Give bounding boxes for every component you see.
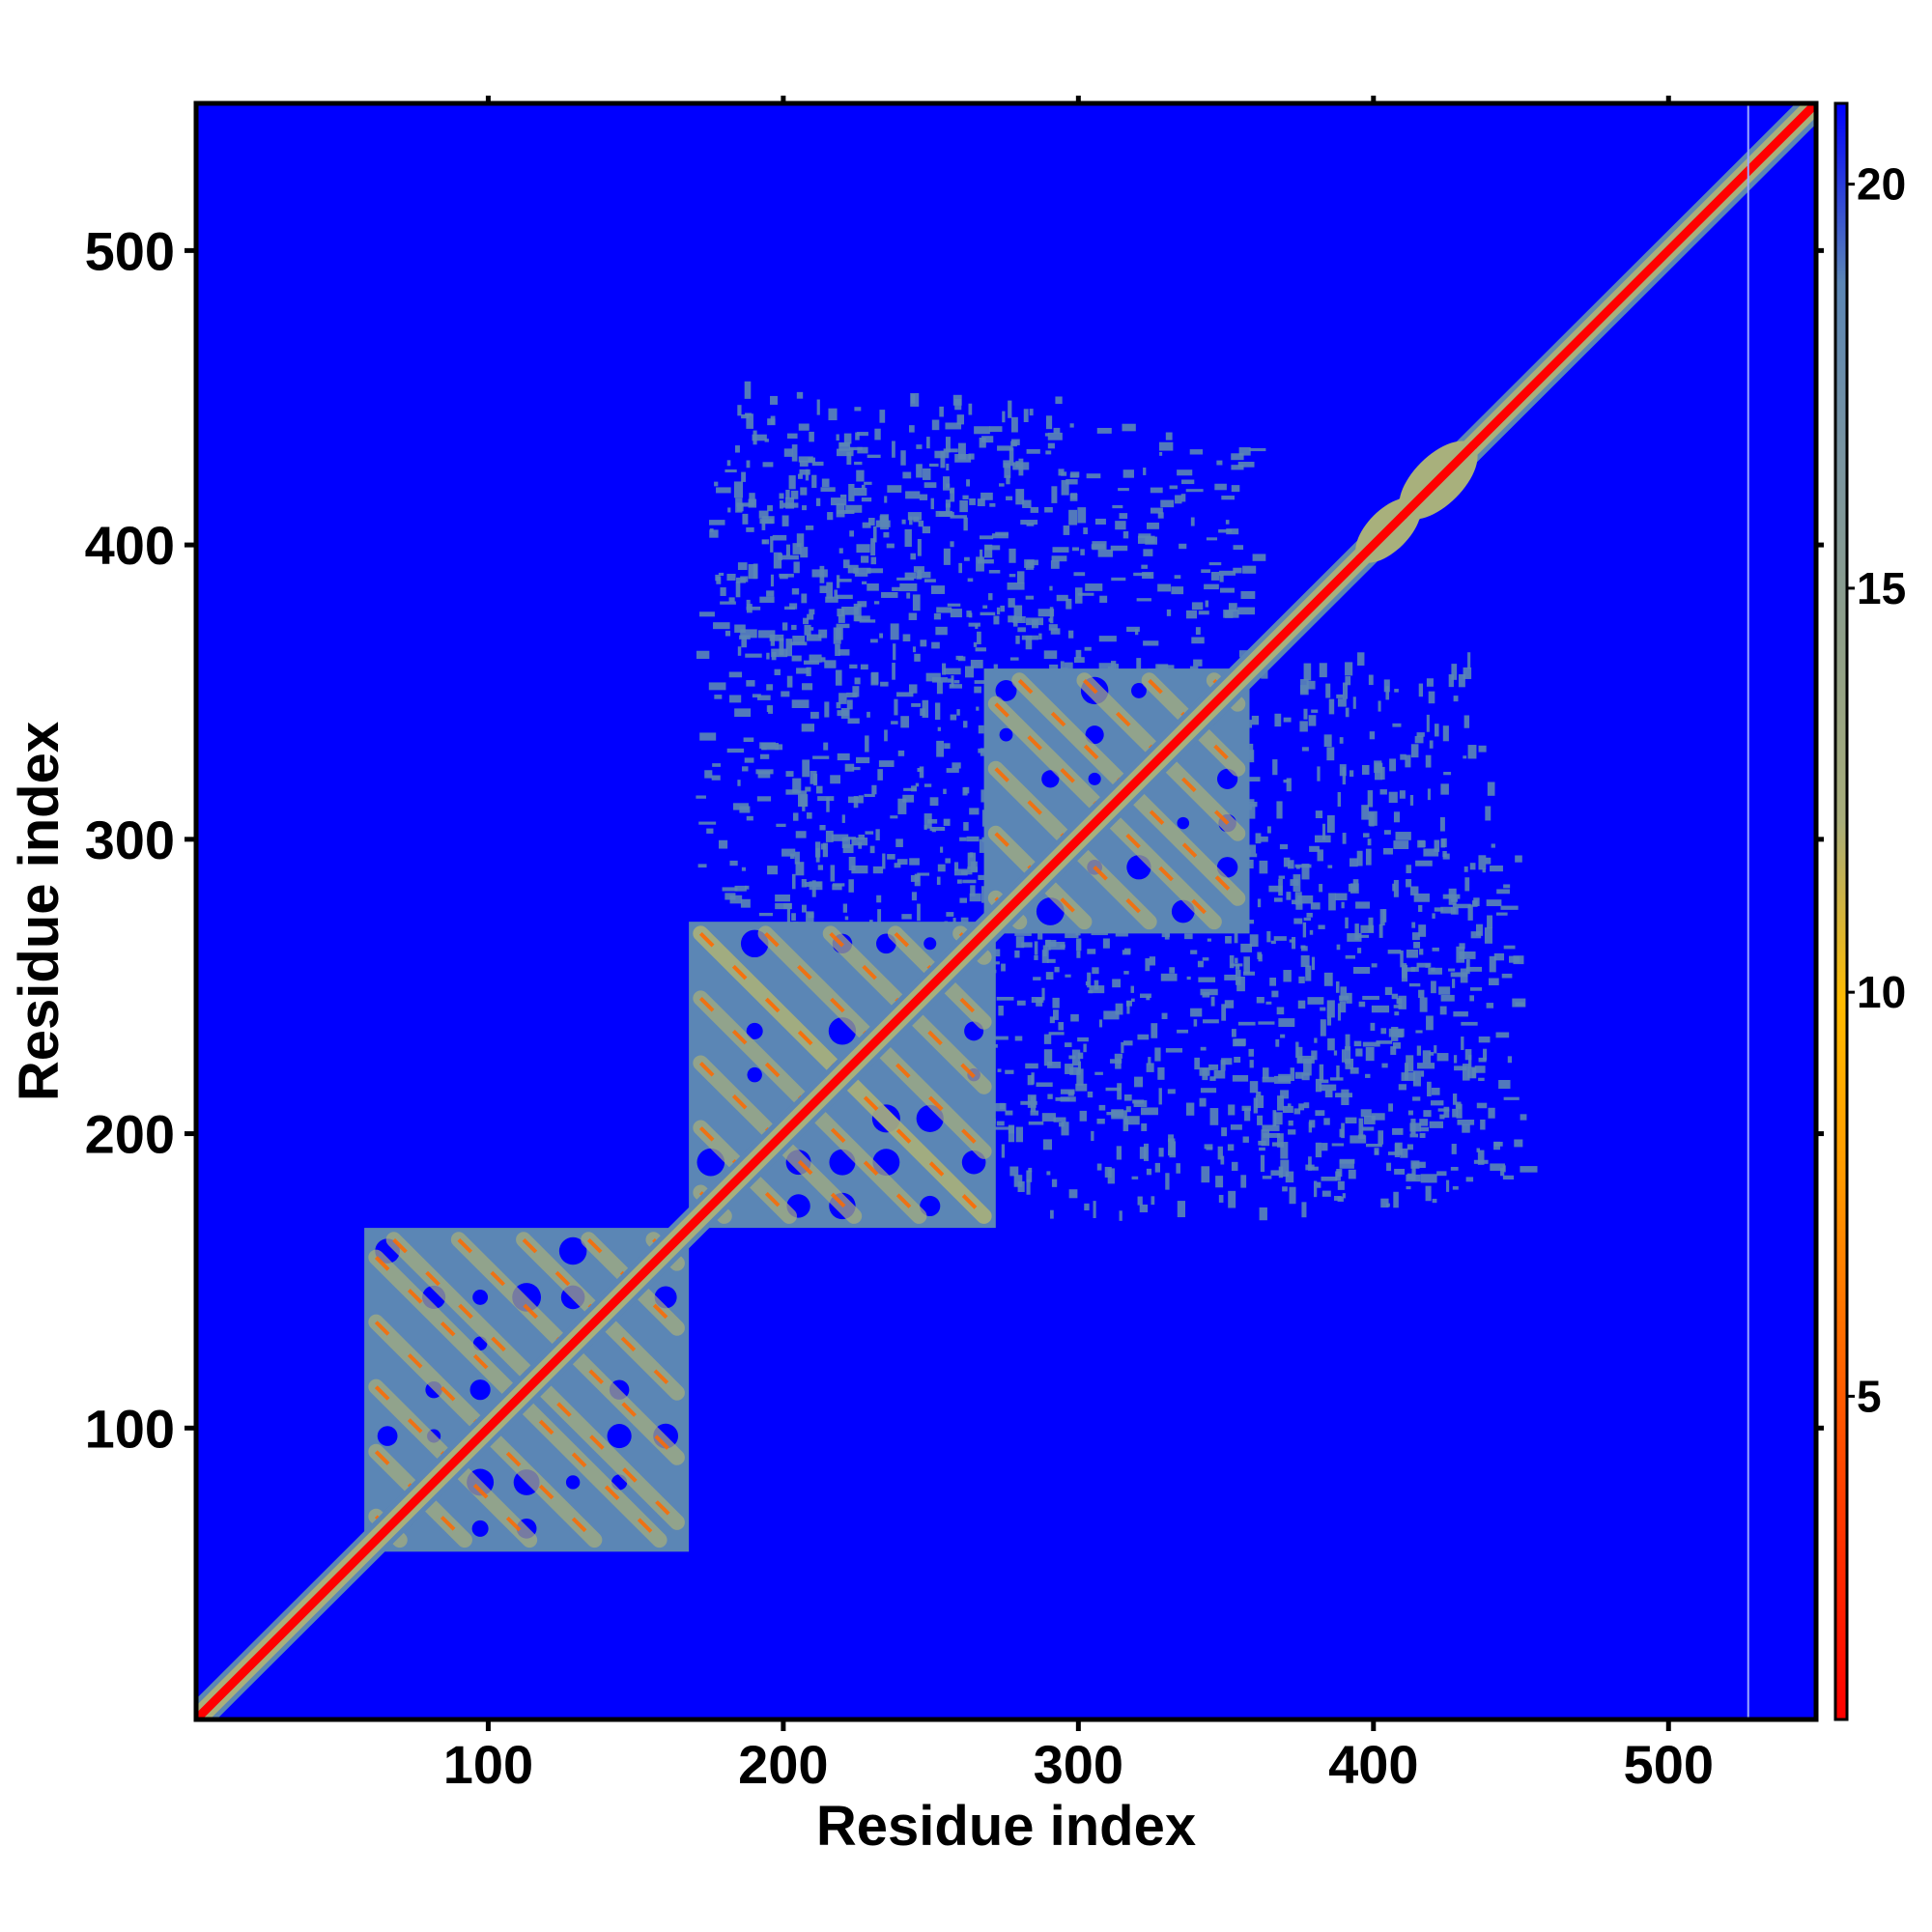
x-tick-label: 100 [443,1734,533,1795]
y-axis-title: Residue index [8,722,71,1101]
heatmap-area [196,103,1816,1719]
colorbar: 5 10 15 20 [1833,101,1906,1721]
y-tick-label: 400 [85,515,175,576]
colorbar-tick-label: 20 [1857,159,1906,210]
diagonal-line [196,103,1816,1719]
colorbar-tick-label: 15 [1857,563,1906,613]
colorbar-gradient [1833,101,1849,1721]
y-tick-label: 500 [85,220,175,281]
sparse-region-2 [724,381,1538,1192]
x-tick-label: 300 [1034,1734,1123,1795]
y-tick-label: 200 [85,1104,175,1165]
x-axis-title: Residue index [816,1795,1196,1858]
x-tick-label: 500 [1624,1734,1714,1795]
y-tick-label: 300 [85,810,175,870]
colorbar-tick-label: 10 [1857,967,1906,1017]
colorbar-tick-label: 5 [1857,1371,1882,1421]
heatmap-content [196,103,1816,1719]
x-tick-label: 400 [1328,1734,1418,1795]
y-tick-label: 100 [85,1398,175,1459]
axes: 100 200 300 400 500 100 200 300 400 500 [85,96,1824,1795]
plot-frame [193,100,1819,1722]
x-tick-label: 200 [738,1734,828,1795]
